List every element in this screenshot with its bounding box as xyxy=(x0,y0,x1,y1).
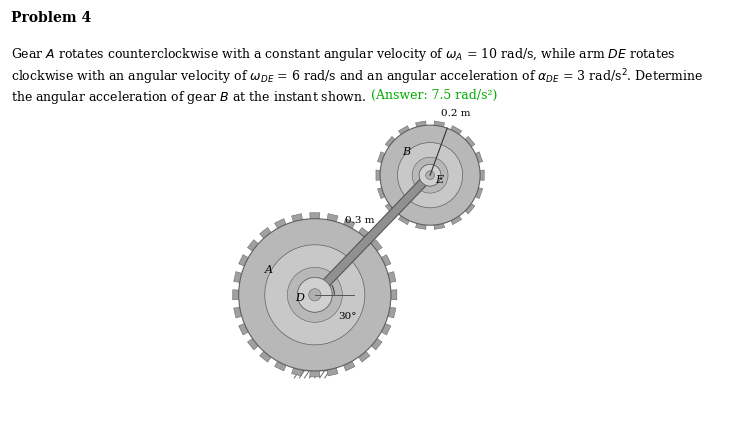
Circle shape xyxy=(287,268,342,322)
Polygon shape xyxy=(399,126,410,135)
Polygon shape xyxy=(451,126,462,135)
Polygon shape xyxy=(275,362,286,371)
Text: clockwise with an angular velocity of $\omega_{DE}$ = 6 rad/s and an angular acc: clockwise with an angular velocity of $\… xyxy=(11,67,703,87)
Text: 0.2 m: 0.2 m xyxy=(441,108,471,117)
Polygon shape xyxy=(415,224,426,230)
Text: D: D xyxy=(295,293,304,302)
Polygon shape xyxy=(260,228,271,239)
Polygon shape xyxy=(291,214,302,222)
Polygon shape xyxy=(233,307,241,318)
Polygon shape xyxy=(475,152,483,163)
Polygon shape xyxy=(344,219,355,229)
Circle shape xyxy=(309,289,321,301)
Polygon shape xyxy=(388,307,396,318)
Polygon shape xyxy=(233,290,239,300)
Text: E: E xyxy=(435,174,443,184)
Polygon shape xyxy=(358,352,370,362)
Polygon shape xyxy=(275,219,286,229)
Text: A: A xyxy=(265,264,273,274)
Circle shape xyxy=(265,245,365,345)
Polygon shape xyxy=(434,224,445,230)
Polygon shape xyxy=(260,352,271,362)
Polygon shape xyxy=(415,122,426,128)
Polygon shape xyxy=(376,171,380,181)
Polygon shape xyxy=(239,324,248,335)
Text: Gear $\mathit{A}$ rotates counterclockwise with a constant angular velocity of $: Gear $\mathit{A}$ rotates counterclockwi… xyxy=(11,46,675,62)
Polygon shape xyxy=(247,339,258,350)
Polygon shape xyxy=(475,188,483,199)
Polygon shape xyxy=(344,362,355,371)
Polygon shape xyxy=(327,368,338,376)
Polygon shape xyxy=(434,122,445,128)
Polygon shape xyxy=(358,228,370,239)
Polygon shape xyxy=(381,255,391,266)
Polygon shape xyxy=(451,217,462,225)
Polygon shape xyxy=(371,240,382,252)
Circle shape xyxy=(397,143,462,208)
Circle shape xyxy=(426,171,435,180)
Circle shape xyxy=(239,219,391,371)
Polygon shape xyxy=(233,272,241,283)
Polygon shape xyxy=(399,217,410,225)
Polygon shape xyxy=(310,213,320,219)
Circle shape xyxy=(297,278,333,312)
Text: (Answer: 7.5 rad/s²): (Answer: 7.5 rad/s²) xyxy=(371,89,497,102)
Polygon shape xyxy=(239,255,248,266)
Polygon shape xyxy=(381,324,391,335)
Polygon shape xyxy=(465,204,475,214)
Polygon shape xyxy=(327,214,338,222)
Text: Problem 4: Problem 4 xyxy=(11,11,91,25)
Polygon shape xyxy=(301,297,329,362)
Circle shape xyxy=(309,289,321,301)
Polygon shape xyxy=(480,171,484,181)
Circle shape xyxy=(297,278,333,312)
Polygon shape xyxy=(291,368,302,376)
Polygon shape xyxy=(377,188,385,199)
Text: 0.3 m: 0.3 m xyxy=(345,216,374,225)
Polygon shape xyxy=(377,152,385,163)
Circle shape xyxy=(419,165,441,187)
Polygon shape xyxy=(247,240,258,252)
Text: 30°: 30° xyxy=(338,312,357,320)
Polygon shape xyxy=(385,204,395,214)
Polygon shape xyxy=(390,290,397,300)
Polygon shape xyxy=(385,137,395,148)
Polygon shape xyxy=(312,173,433,298)
Circle shape xyxy=(412,158,448,194)
Text: B: B xyxy=(402,147,410,157)
Polygon shape xyxy=(310,371,320,377)
Circle shape xyxy=(380,126,480,226)
FancyBboxPatch shape xyxy=(302,362,328,370)
Circle shape xyxy=(419,165,441,187)
Text: the angular acceleration of gear $\mathit{B}$ at the instant shown.: the angular acceleration of gear $\mathi… xyxy=(11,89,366,106)
Circle shape xyxy=(426,171,435,180)
Polygon shape xyxy=(371,339,382,350)
Polygon shape xyxy=(388,272,396,283)
Polygon shape xyxy=(465,137,475,148)
